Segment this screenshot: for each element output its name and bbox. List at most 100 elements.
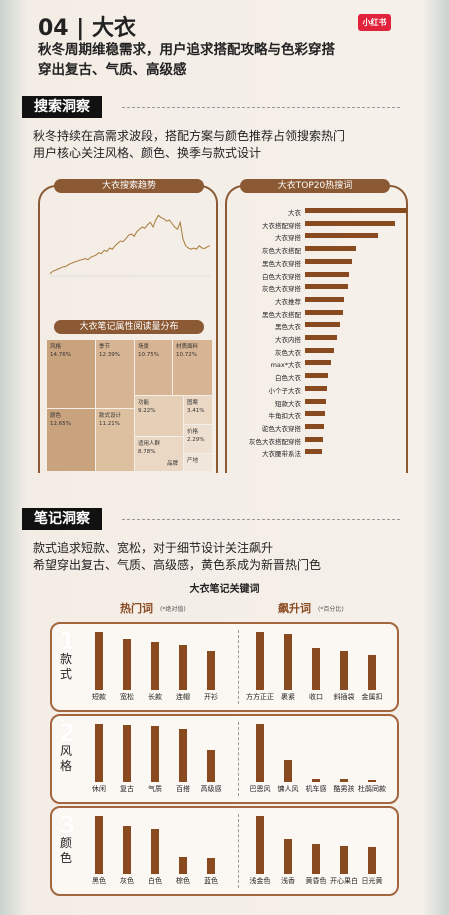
rising-keyword-label: 浅香: [281, 877, 295, 885]
keyword-group-number: 3: [59, 811, 76, 839]
top20-label: 黑色大衣搭配: [262, 310, 301, 319]
hot-keyword-bar: [95, 816, 103, 874]
hot-keyword-label: 连帽: [176, 693, 190, 701]
top20-label: 灰色大衣穿搭: [262, 285, 301, 294]
rising-keyword-label: 金属扣: [361, 693, 383, 701]
keyword-group-number: 1: [59, 627, 76, 655]
treemap-cell: 风格 14.76%: [47, 340, 95, 408]
top20-bar: [305, 271, 349, 277]
rising-keyword-bar: [256, 816, 264, 874]
hot-keyword-label: 白色: [148, 877, 162, 885]
top20-bar: [305, 322, 340, 328]
top20-label: 短款大衣: [275, 399, 301, 408]
treemap-cell: 产地: [184, 454, 212, 471]
treemap-cell: 功能 9.22%: [135, 396, 183, 436]
top20-label: 大衣搭配穿搭: [262, 221, 301, 230]
keyword-panel: 3 颜色 黑色 灰色 白色 棕色 蓝色 浅金色 浅香 黄昏色 开心果白 日光黄: [50, 806, 399, 896]
hot-keyword-label: 气质: [148, 785, 162, 793]
rising-keyword-bar: [284, 839, 292, 874]
subtitle-line1: 秋冬周期维稳需求，用户追求搭配攻略与色彩穿搭: [38, 42, 335, 58]
hot-keyword-label: 高级感: [200, 785, 222, 793]
top20-label: 大衣推荐: [275, 297, 301, 306]
top20-bar: [305, 385, 328, 391]
treemap-cell: 价格 2.29%: [184, 425, 212, 453]
subtitle: 秋冬周期维稳需求，用户追求搭配攻略与色彩穿搭 穿出复古、气质、高级感: [38, 40, 398, 80]
hot-keyword-label: 棕色: [176, 877, 190, 885]
rising-keyword-bar: [368, 847, 376, 874]
keyword-group-category: 颜色: [60, 836, 73, 865]
top20-label: 大衣穿搭: [275, 234, 301, 243]
hot-keyword-bar: [151, 828, 159, 874]
top20-bar: [305, 335, 337, 340]
rising-keyword-label: 方方正正: [246, 693, 274, 701]
top20-label: 白色大衣穿搭: [262, 272, 301, 281]
top20-label: 黑色大衣穿搭: [262, 259, 301, 268]
notes-section-heading: 笔记洞察: [22, 508, 102, 530]
top20-bar: [305, 411, 326, 417]
page-title: 04 | 大衣: [38, 16, 136, 41]
rising-keyword-bar: [256, 632, 264, 690]
hot-keyword-label: 百搭: [176, 785, 190, 793]
top20-bar: [305, 233, 379, 239]
keyword-panel: 2 风格 休闲 复古 气质 百搭 高级感 巴恩风 慵人风 机车感 酷男孩 杜鹃同款: [50, 714, 399, 804]
top20-bar: [305, 360, 331, 366]
keyword-group-category: 风格: [60, 744, 73, 773]
rising-words-label: 飙升词: [278, 602, 311, 615]
notes-desc-line2: 希望穿出复古、气质、高级感，黄色系成为新晋热门色: [33, 558, 322, 572]
hot-keyword-label: 长款: [148, 693, 162, 701]
keyword-chart-title: 大衣笔记关键词: [189, 584, 260, 595]
rising-keyword-label: 收口: [309, 693, 323, 701]
search-desc-line1: 秋冬持续在高需求波段，搭配方案与颜色推荐占领搜索热门: [33, 129, 346, 143]
top20-label: 大衣腰带系法: [262, 450, 301, 459]
top20-label: 大衣: [288, 209, 301, 217]
keyword-group-category: 款式: [60, 652, 73, 681]
treemap-cell: 款式设计 11.21%: [96, 409, 134, 471]
trend-series-line: [49, 214, 211, 275]
attribute-treemap: 风格 14.76% 季节 12.39% 场景 10.75% 材质面料 10.72% 颜色…: [47, 340, 215, 472]
subtitle-line2: 穿出复古、气质、高级感: [38, 62, 187, 78]
top20-label: 大衣内搭: [275, 336, 301, 344]
top20-bar: [305, 258, 352, 264]
hot-keyword-label: 黑色: [92, 877, 106, 885]
hot-keyword-label: 宽松: [120, 693, 134, 701]
top20-bar-chart: 大衣 大衣搭配穿搭 大衣穿搭 灰色大衣搭配 黑色大衣穿搭 白色大衣穿搭 灰色大衣穿搭 大衣推荐…: [225, 200, 407, 470]
hot-keyword-label: 灰色: [120, 877, 134, 885]
top20-bar: [305, 436, 324, 442]
hot-keyword-bar: [207, 650, 215, 690]
hot-keyword-bar: [123, 725, 131, 782]
treemap-cell: 品牌: [165, 458, 183, 471]
search-desc-line2: 用户核心关注风格、颜色、换季与款式设计: [33, 146, 262, 160]
top20-label: 灰色大衣搭配穿搭: [249, 437, 301, 446]
treemap-cell: 颜色 12.65%: [47, 409, 95, 471]
hot-keyword-bar: [207, 750, 215, 782]
top20-label: 黑色大衣: [275, 323, 301, 332]
top20-bar: [305, 309, 343, 315]
keyword-divider: [238, 814, 239, 888]
hot-keyword-label: 复古: [120, 785, 134, 793]
rising-keyword-bar: [284, 634, 292, 690]
rising-keyword-bar: [284, 759, 292, 782]
rising-keyword-label: 浅金色: [249, 877, 271, 885]
hot-keyword-bar: [151, 726, 159, 782]
hot-words-label: 热门词: [120, 602, 153, 615]
hot-keyword-bar: [95, 632, 103, 690]
rising-keyword-label: 巴恩风: [249, 785, 271, 793]
top20-bar: [305, 449, 323, 455]
rising-keyword-label: 斜插袋: [333, 693, 355, 701]
hot-keyword-label: 蓝色: [204, 877, 218, 885]
search-section-heading: 搜索洞察: [22, 96, 102, 118]
search-trend-chart: [49, 214, 211, 277]
top20-label: 驼色大衣穿搭: [262, 424, 301, 433]
rising-keyword-label: 黄昏色: [305, 877, 327, 885]
top20-bar: [305, 296, 344, 302]
top20-label: 灰色大衣: [275, 348, 301, 357]
treemap-title: 大衣笔记属性阅读量分布: [54, 320, 204, 334]
hot-keyword-bar: [179, 728, 187, 782]
notes-section-desc: 款式追求短款、宽松，对于细节设计关注飙升 希望穿出复古、气质、高级感，黄色系成为…: [33, 540, 423, 574]
keyword-divider: [238, 630, 239, 704]
top20-label: 牛角扣大衣: [268, 412, 302, 421]
hot-keyword-label: 开衫: [204, 693, 218, 701]
platform-badge: 小红书: [358, 14, 391, 31]
hot-keyword-label: 短款: [92, 693, 106, 701]
